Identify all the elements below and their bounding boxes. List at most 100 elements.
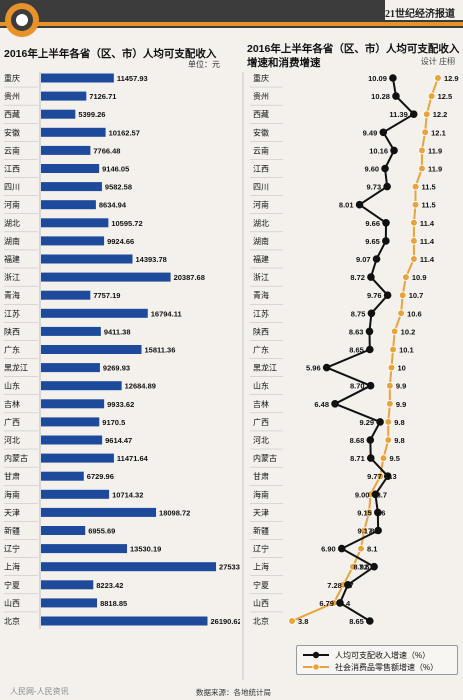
income-point — [383, 472, 392, 481]
bar — [41, 200, 96, 210]
income-data-label: 8.70 — [350, 382, 365, 391]
consumption-data-label: 12.1 — [431, 128, 446, 137]
bar — [41, 164, 100, 173]
consumption-point — [422, 110, 431, 118]
bar-value-label: 9933.62 — [107, 400, 134, 409]
consumption-point — [386, 399, 394, 408]
bar — [41, 381, 122, 391]
bar-value-label: 14393.78 — [136, 255, 167, 264]
income-bar-chart: 重庆 11457.93 贵州 7126.71 西藏 5399.26 安徽 10162.57 云南… — [4, 72, 240, 629]
bar — [41, 127, 106, 137]
bar-value-label: 9411.38 — [104, 327, 131, 336]
income-data-label: 8.65 — [349, 346, 364, 355]
consumption-data-label: 9.9 — [396, 382, 406, 391]
bar-category-label: 黑龙江 — [4, 363, 28, 373]
line-category-label: 浙江 — [253, 272, 269, 282]
bar-category-label: 西藏 — [4, 109, 20, 119]
consumption-point — [387, 363, 396, 372]
bar-category-label: 山东 — [4, 381, 20, 391]
bar-category-label: 湖北 — [4, 219, 20, 228]
consumption-data-label: 10.9 — [412, 273, 427, 282]
line-category-label: 新疆 — [253, 526, 269, 536]
income-point — [409, 110, 418, 118]
income-point — [382, 219, 390, 227]
bar-value-label: 10595.72 — [111, 219, 142, 228]
line-category-label: 北京 — [253, 616, 269, 626]
consumption-data-label: 8.7 — [377, 490, 387, 499]
consumption-data-label: 10.7 — [409, 291, 424, 300]
consumption-point — [365, 508, 373, 517]
consumption-data-label: 12.5 — [438, 92, 453, 101]
consumption-point — [376, 472, 385, 481]
line-category-label: 天津 — [253, 507, 269, 517]
income-data-label: 9.49 — [363, 128, 378, 137]
right-chart-title: 2016年上半年各省（区、市）人均可支配收入增速和消费增速 — [247, 43, 460, 69]
line-category-label: 黑龙江 — [253, 363, 277, 373]
line-category-label: 广西 — [253, 417, 269, 427]
consumption-data-label: 10.6 — [407, 309, 422, 318]
bar — [41, 308, 148, 318]
consumption-data-label: 6.4 — [340, 599, 351, 608]
bar — [41, 453, 114, 463]
income-data-label: 9.76 — [367, 291, 382, 300]
bar — [41, 507, 157, 517]
income-data-label: 9.65 — [365, 237, 380, 246]
income-point — [370, 562, 378, 571]
income-data-label: 9.00 — [355, 490, 370, 499]
consumption-point — [349, 562, 357, 571]
income-point — [366, 617, 374, 625]
income-point — [336, 599, 344, 607]
consumption-point — [434, 74, 442, 82]
consumption-data-label: 11.4 — [420, 255, 435, 264]
income-data-label: 10.28 — [371, 92, 390, 101]
consumption-data-label: 11.4 — [420, 237, 435, 246]
bar — [41, 471, 84, 481]
income-point — [392, 92, 400, 100]
bar-category-label: 贵州 — [4, 91, 20, 101]
bar-value-label: 9269.93 — [103, 364, 130, 373]
income-data-label: 11.39 — [389, 110, 407, 119]
bar — [41, 598, 98, 608]
line-category-label: 江西 — [253, 165, 269, 174]
bar — [41, 417, 100, 427]
bar-value-label: 9614.47 — [105, 436, 132, 445]
line-category-label: 湖南 — [253, 236, 269, 246]
consumption-data-label: 12.2 — [433, 110, 448, 119]
income-data-label: 9.07 — [356, 255, 371, 264]
consumption-point — [410, 255, 418, 263]
legend-black-line-icon — [303, 651, 329, 659]
bar-category-label: 吉林 — [4, 399, 20, 409]
bar-category-label: 辽宁 — [4, 544, 20, 554]
income-data-label: 9.77 — [367, 472, 382, 481]
bar-value-label: 5399.26 — [78, 110, 105, 119]
bar-category-label: 上海 — [4, 562, 20, 572]
bar — [41, 145, 91, 155]
consumption-data-label: 7.6 — [359, 563, 369, 572]
bar — [41, 489, 110, 499]
line-category-label: 山西 — [253, 598, 269, 608]
bar-category-label: 山西 — [4, 598, 20, 608]
income-data-label: 5.96 — [306, 364, 321, 373]
income-point — [366, 436, 375, 444]
consumption-point — [390, 327, 399, 336]
line-category-label: 安徽 — [253, 127, 269, 137]
bar-category-label: 海南 — [4, 489, 20, 499]
left-chart-unit: 单位：元 — [188, 60, 220, 69]
line-category-label: 甘肃 — [253, 471, 269, 481]
line-category-label: 吉林 — [253, 399, 269, 409]
income-data-label: 10.16 — [369, 146, 388, 155]
bar-category-label: 天津 — [4, 507, 20, 517]
legend-orange-line-icon — [303, 663, 329, 671]
consumption-data-label: 11.9 — [428, 165, 442, 174]
consumption-data-label: 10.2 — [401, 327, 416, 336]
legend-label-income: 人均可支配收入增速（%） — [335, 651, 431, 660]
bar — [41, 182, 102, 192]
consumption-data-label: 9.8 — [394, 436, 404, 445]
income-point — [389, 74, 397, 82]
line-category-label: 湖北 — [253, 219, 269, 228]
bar — [41, 580, 94, 590]
consumption-data-label: 11.5 — [422, 201, 436, 210]
income-data-label: 8.92 — [354, 563, 369, 572]
line-category-label: 海南 — [253, 489, 269, 499]
line-category-label: 辽宁 — [253, 544, 269, 554]
